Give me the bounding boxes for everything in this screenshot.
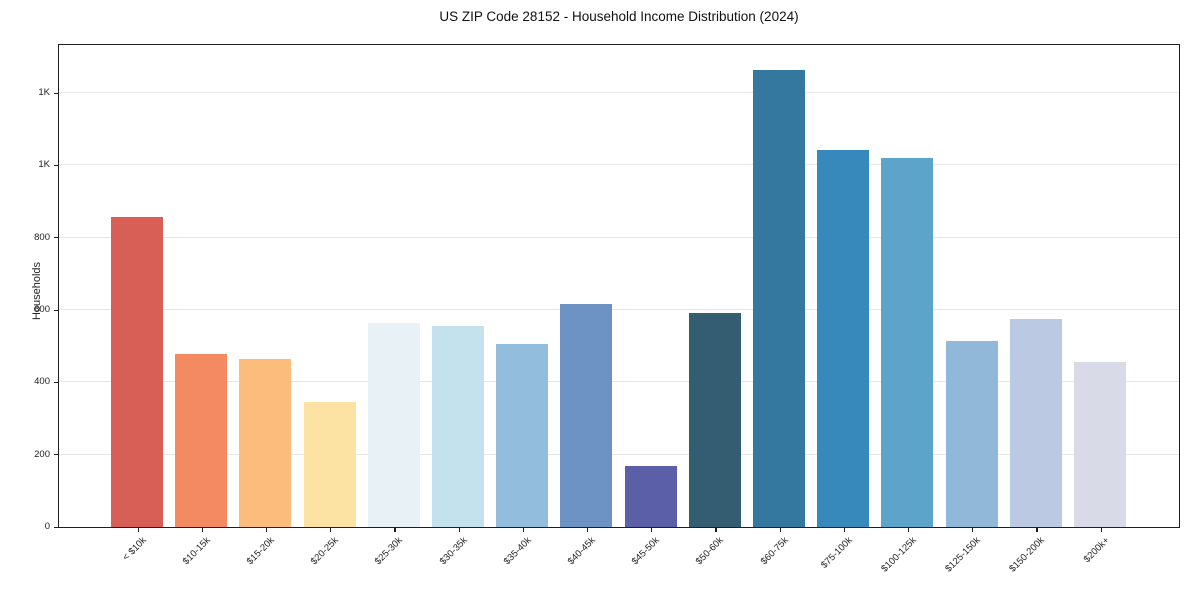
x-tick-mark — [972, 528, 974, 532]
bar — [303, 402, 356, 527]
bar — [560, 304, 613, 527]
x-tick-label: $100-125k — [879, 535, 919, 575]
y-tick-label: 800 — [34, 231, 50, 243]
x-tick-label: $150-200k — [1007, 535, 1048, 575]
gridline — [59, 236, 1179, 238]
y-tick-mark — [54, 164, 58, 167]
gridline — [59, 309, 1179, 310]
y-tick-label: 1K — [38, 159, 50, 171]
bar — [881, 158, 934, 527]
bar — [688, 313, 741, 527]
x-tick-mark — [522, 528, 524, 532]
x-tick-label: $15-20k — [244, 535, 277, 568]
x-tick-label: $40-45k — [565, 535, 598, 568]
y-tick-label: 1K — [38, 87, 50, 98]
y-tick-mark — [54, 381, 58, 384]
x-tick-label: $60-75k — [758, 535, 791, 568]
bar — [239, 359, 292, 527]
x-tick-label: $30-35k — [437, 535, 470, 568]
x-tick-mark — [907, 528, 910, 532]
bar — [367, 323, 420, 527]
plot-area — [58, 44, 1180, 528]
x-tick-label: $45-50k — [629, 535, 662, 568]
x-tick-mark — [330, 528, 332, 532]
bar — [753, 69, 805, 527]
y-tick-mark — [54, 454, 58, 456]
bar — [624, 465, 677, 527]
x-tick-label: $10-15k — [180, 535, 213, 568]
y-tick-mark — [54, 237, 58, 239]
y-tick-label: 200 — [34, 448, 50, 460]
bar — [1074, 362, 1126, 527]
x-tick-mark — [651, 528, 653, 532]
x-tick-mark — [586, 528, 589, 532]
y-tick-mark — [54, 92, 58, 94]
x-tick-label: $125-150k — [943, 535, 983, 575]
x-tick-mark — [201, 528, 203, 532]
x-tick-label: $35-40k — [501, 535, 534, 568]
y-tick-label: 600 — [34, 304, 50, 315]
x-tick-mark — [458, 528, 460, 532]
gridline — [59, 453, 1179, 455]
y-tick-label: 0 — [44, 521, 50, 532]
gridline — [59, 381, 1179, 383]
x-tick-mark — [265, 528, 268, 532]
x-tick-mark — [1100, 528, 1102, 532]
x-tick-label: < $10k — [120, 535, 149, 564]
x-tick-label: $50-60k — [694, 535, 727, 568]
y-tick-mark — [54, 526, 58, 528]
x-tick-label: $20-25k — [308, 535, 341, 568]
x-tick-label: $200k+ — [1081, 535, 1112, 566]
bar — [496, 344, 549, 527]
chart-title: US ZIP Code 28152 - Household Income Dis… — [439, 9, 799, 24]
bar — [1009, 319, 1062, 527]
bar — [432, 325, 484, 527]
x-tick-mark — [394, 528, 396, 532]
bar — [175, 354, 228, 527]
x-tick-label: $75-100k — [818, 535, 855, 571]
x-tick-label: $25-30k — [373, 535, 406, 568]
gridline — [59, 92, 1179, 93]
x-tick-mark — [1036, 528, 1038, 532]
bar — [945, 341, 998, 527]
bar — [817, 150, 870, 527]
gridline — [59, 164, 1179, 166]
y-tick-label: 400 — [34, 376, 50, 388]
x-tick-mark — [137, 528, 139, 532]
x-tick-mark — [843, 528, 845, 532]
y-tick-mark — [54, 309, 58, 311]
x-tick-mark — [715, 528, 717, 532]
x-tick-mark — [779, 528, 781, 532]
bar — [111, 216, 163, 527]
